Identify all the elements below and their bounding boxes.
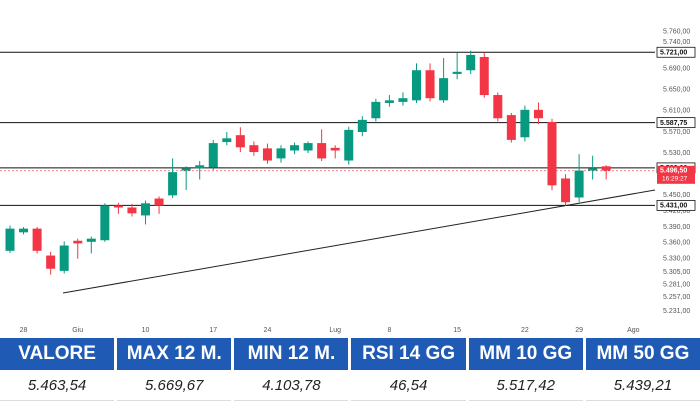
x-tick-label: Giu xyxy=(72,327,83,334)
table-header: MM 50 GG xyxy=(585,338,700,370)
candle-body xyxy=(127,207,137,214)
last-price-time: 16:29:27 xyxy=(662,176,688,183)
trend-line xyxy=(62,189,656,294)
y-tick-label: 5.650,00 xyxy=(663,87,690,94)
y-tick-label: 5.257,00 xyxy=(663,294,690,301)
x-tick-label: 29 xyxy=(575,327,583,334)
table-header: MIN 12 M. xyxy=(234,338,349,370)
level-box xyxy=(656,46,696,58)
y-tick-label: 5.760,00 xyxy=(663,29,690,36)
candle-body xyxy=(141,203,150,216)
x-tick-label: Lug xyxy=(329,327,341,334)
last-price-label: 5.496,50 xyxy=(660,168,687,175)
table-value: 5.463,54 xyxy=(0,370,115,401)
candle-body xyxy=(479,57,489,96)
candle-body xyxy=(113,205,123,208)
candle-body xyxy=(317,143,327,159)
candle-body xyxy=(181,168,191,171)
table-value: 4.103,78 xyxy=(234,370,349,401)
candle-body xyxy=(290,145,300,151)
level-box xyxy=(656,117,696,129)
candle-body xyxy=(330,147,340,151)
candle-body xyxy=(59,245,69,271)
candle-body xyxy=(208,143,218,168)
candle-body xyxy=(19,228,29,233)
candle-body xyxy=(384,100,394,103)
candle-body xyxy=(357,119,367,132)
y-tick-label: 5.360,00 xyxy=(663,240,690,247)
x-tick-label: 15 xyxy=(453,327,461,334)
x-tick-label: 10 xyxy=(142,327,150,334)
candle-body xyxy=(493,95,503,119)
candle-body xyxy=(168,172,178,196)
candle-body xyxy=(425,70,435,99)
candle-body xyxy=(398,98,408,102)
candle-body xyxy=(371,101,381,119)
candle-body xyxy=(46,255,56,269)
candle-body xyxy=(520,109,530,138)
candle-body xyxy=(412,70,421,101)
table-header: VALORE xyxy=(0,338,115,370)
y-tick-label: 5.281,00 xyxy=(663,281,690,288)
candle-body xyxy=(276,148,286,159)
candle-body xyxy=(561,178,571,203)
candle-body xyxy=(601,166,611,171)
table-value: 5.669,67 xyxy=(117,370,232,401)
candle-body xyxy=(466,54,476,71)
candle-body xyxy=(154,198,164,206)
candle-body xyxy=(588,168,598,171)
y-tick-label: 5.570,00 xyxy=(663,129,690,136)
candle-body xyxy=(344,129,354,161)
candle-body xyxy=(439,78,449,101)
y-tick-label: 5.450,00 xyxy=(663,192,690,199)
candle-body xyxy=(73,240,83,244)
table-value: 46,54 xyxy=(351,370,466,401)
x-tick-label: 28 xyxy=(20,327,28,334)
candle-body xyxy=(100,205,110,241)
chart: 5.760,00 5.740,00 5.690,00 5.650,00 5.610,00… xyxy=(0,29,696,334)
y-tick-label: 5.231,00 xyxy=(663,308,690,315)
level-label: 5.721,00 xyxy=(660,50,687,57)
candle-body xyxy=(249,145,259,153)
x-tick-label: 24 xyxy=(264,327,272,334)
candle-body xyxy=(86,238,96,242)
x-tick-label: 8 xyxy=(387,327,391,334)
level-box xyxy=(656,199,696,211)
candle-body xyxy=(195,165,205,169)
stats-table: VALORE MAX 12 M. MIN 12 M. RSI 14 GG MM 10 G… xyxy=(0,338,700,401)
candle-body xyxy=(574,170,584,198)
y-tick-label: 5.390,00 xyxy=(663,224,690,231)
candle-body xyxy=(452,71,462,74)
candle-body xyxy=(32,228,42,251)
candle-body xyxy=(533,109,543,119)
y-tick-label: 5.690,00 xyxy=(663,65,690,72)
level-label: 5.431,00 xyxy=(660,203,687,210)
last-price-box xyxy=(657,165,695,184)
y-tick-label: 5.420,00 xyxy=(663,208,690,215)
candle-body xyxy=(262,148,272,161)
candle-body xyxy=(235,135,245,148)
table-value: 5.439,21 xyxy=(585,370,700,401)
candle-body xyxy=(222,138,232,143)
x-tick-label: 22 xyxy=(521,327,529,334)
y-tick-label: 5.530,00 xyxy=(663,150,690,157)
x-tick-label: 17 xyxy=(209,327,217,334)
table-header: RSI 14 GG xyxy=(351,338,466,370)
candle-body xyxy=(547,121,557,186)
y-tick-label: 5.305,00 xyxy=(663,269,690,276)
table-value: 5.517,42 xyxy=(468,370,583,401)
table-header: MM 10 GG xyxy=(468,338,583,370)
x-tick-label: Ago xyxy=(627,327,640,334)
candle-body xyxy=(5,228,15,251)
candle-body xyxy=(506,115,516,140)
y-tick-label: 5.610,00 xyxy=(663,108,690,115)
y-tick-label: 5.740,00 xyxy=(663,39,690,46)
level-label: 5.587,75 xyxy=(660,120,687,127)
y-tick-label: 5.330,00 xyxy=(663,256,690,263)
table-header: MAX 12 M. xyxy=(117,338,232,370)
candle-body xyxy=(303,143,313,151)
